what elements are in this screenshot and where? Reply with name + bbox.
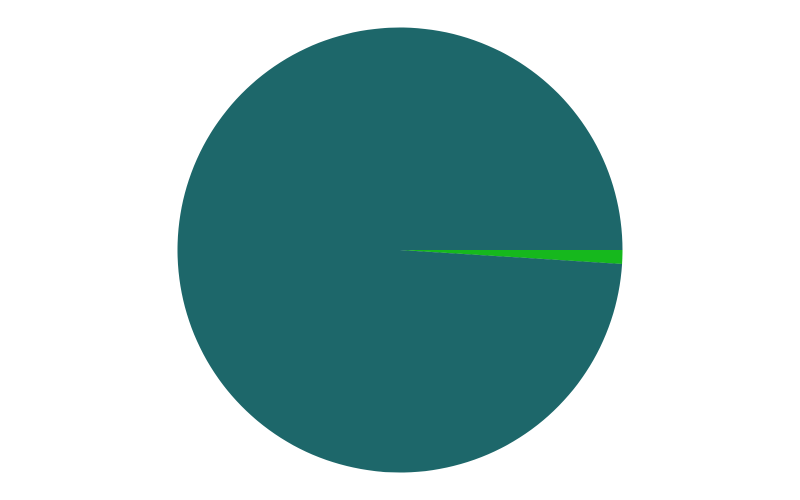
pie-slices xyxy=(177,27,623,473)
pie-slice-2 xyxy=(177,27,623,473)
pie-slice-1 xyxy=(400,250,623,264)
